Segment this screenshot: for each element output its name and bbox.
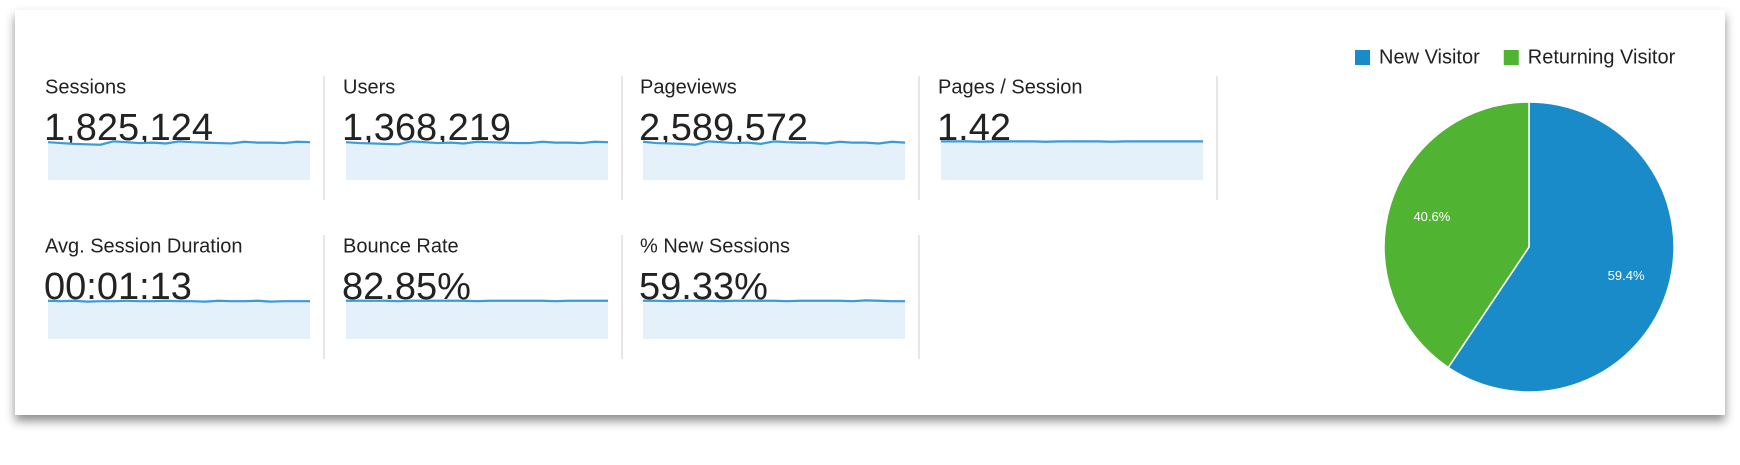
sparkline [643,300,905,301]
sparkline-area [643,141,905,180]
metric-label: Sessions [45,76,126,98]
legend-label: New Visitor [1379,46,1480,68]
sparkline-area [346,301,608,339]
pie-label: 40.6% [1413,209,1450,224]
metric-label: Pages / Session [938,76,1083,98]
metric-label: Bounce Rate [343,235,459,257]
sparkline-area [346,141,608,180]
sparkline-area [941,141,1203,180]
metric-label: Users [343,76,395,98]
pie-label: 59.4% [1608,268,1645,283]
metric-label: Pageviews [640,76,737,98]
metric-label: % New Sessions [640,235,790,257]
sparkline-area [643,300,905,339]
sparkline-area [48,141,310,180]
sparkline-area [48,301,310,339]
legend-swatch [1355,50,1370,65]
sparkline [48,301,310,302]
metric-label: Avg. Session Duration [45,235,243,257]
legend-label: Returning Visitor [1528,46,1676,68]
legend-swatch [1504,50,1519,65]
